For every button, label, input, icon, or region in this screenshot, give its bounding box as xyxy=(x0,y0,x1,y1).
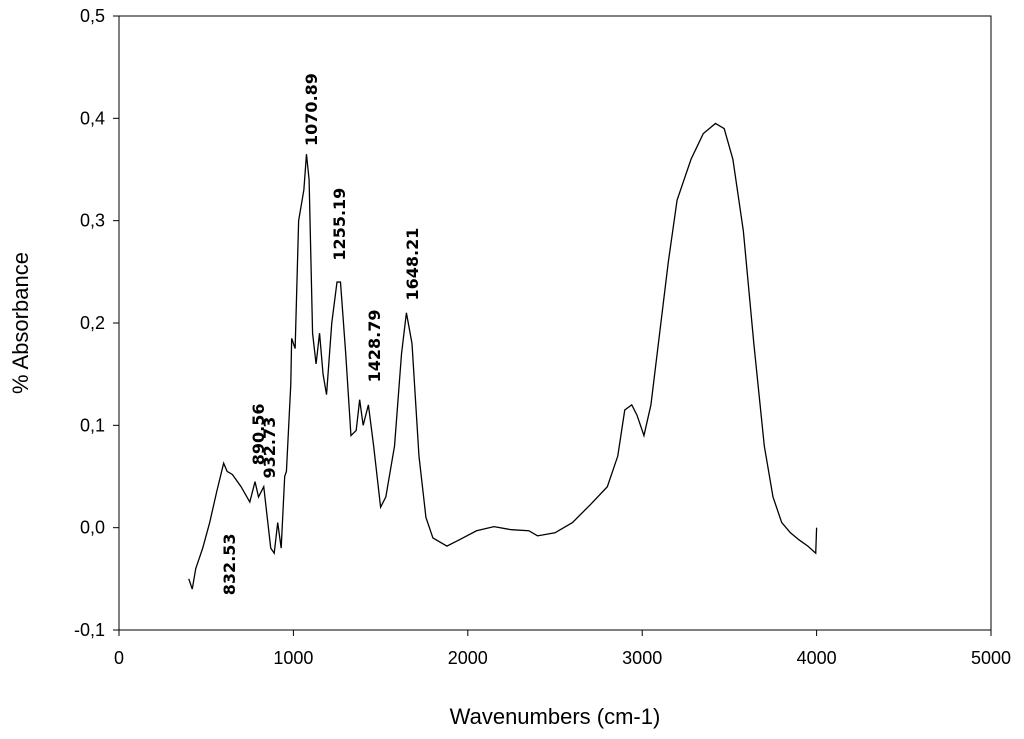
y-tick-label: 0,3 xyxy=(80,211,105,231)
y-tick-label: 0,4 xyxy=(80,108,105,128)
peak-label: 1255.19 xyxy=(330,188,349,261)
x-tick-label: 5000 xyxy=(971,648,1011,668)
x-tick-label: 4000 xyxy=(797,648,837,668)
y-tick-label: 0,5 xyxy=(80,6,105,26)
x-axis-label: Wavenumbers (cm-1) xyxy=(450,704,661,729)
y-axis-label: % Absorbance xyxy=(8,252,33,394)
peak-label: 932.73 xyxy=(260,417,279,479)
plot-frame xyxy=(118,15,992,631)
peak-label: 1070.89 xyxy=(302,73,321,146)
spectrum-line xyxy=(188,122,818,590)
y-tick-label: 0,1 xyxy=(80,415,105,435)
x-tick-label: 3000 xyxy=(622,648,662,668)
peak-label: 832.53 xyxy=(220,533,239,595)
x-tick-label: 1000 xyxy=(273,648,313,668)
y-tick-label: 0,2 xyxy=(80,313,105,333)
peak-label: 1428.79 xyxy=(365,309,384,382)
peak-label: 890.56 xyxy=(249,403,268,465)
peak-label: 1648.21 xyxy=(403,228,422,301)
y-tick-label: -0,1 xyxy=(74,620,105,640)
x-tick-label: 0 xyxy=(114,648,124,668)
x-tick-label: 2000 xyxy=(448,648,488,668)
y-tick-label: 0,0 xyxy=(80,518,105,538)
